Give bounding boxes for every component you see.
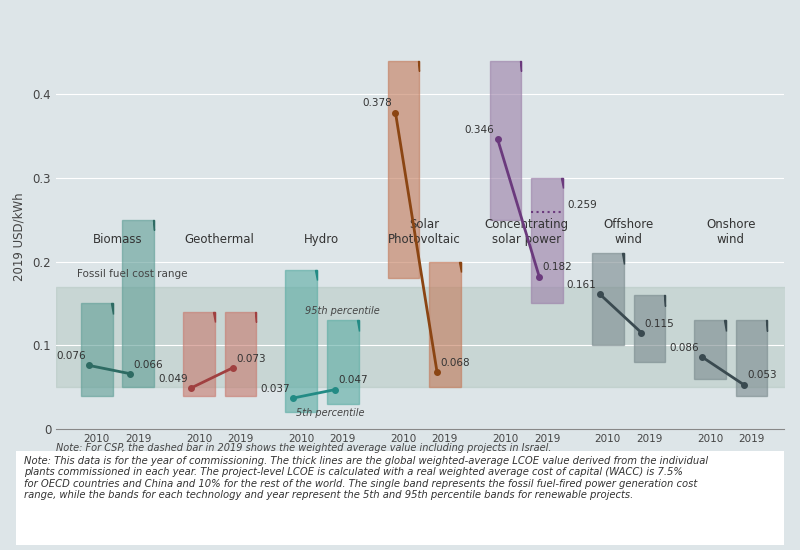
Polygon shape	[724, 320, 726, 331]
Bar	[286, 270, 317, 412]
Bar	[183, 312, 214, 395]
Bar	[327, 320, 358, 404]
Bar	[122, 220, 154, 387]
Text: Geothermal: Geothermal	[185, 233, 254, 246]
Polygon shape	[418, 60, 419, 71]
Polygon shape	[315, 270, 317, 280]
Polygon shape	[357, 320, 358, 331]
Text: 0.346: 0.346	[465, 125, 494, 135]
Polygon shape	[111, 304, 113, 314]
Text: 0.182: 0.182	[542, 262, 572, 272]
Text: 0.086: 0.086	[669, 343, 699, 353]
Text: Hydro: Hydro	[304, 233, 339, 246]
Text: 0.053: 0.053	[747, 371, 777, 381]
Bar	[81, 304, 113, 395]
Bar	[490, 60, 522, 220]
Text: 0.047: 0.047	[338, 376, 368, 386]
Text: 95th percentile: 95th percentile	[306, 306, 380, 316]
Text: 0.259: 0.259	[567, 200, 597, 210]
Text: Concentrating
solar power: Concentrating solar power	[484, 218, 569, 246]
Text: 0.073: 0.073	[236, 354, 266, 364]
Bar	[592, 253, 624, 345]
Text: Onshore
wind: Onshore wind	[706, 218, 755, 246]
Text: Offshore
wind: Offshore wind	[603, 218, 654, 246]
Text: 0.037: 0.037	[260, 384, 290, 394]
Polygon shape	[153, 220, 154, 230]
Polygon shape	[255, 312, 256, 322]
Polygon shape	[520, 60, 522, 71]
Text: Note: For CSP, the dashed bar in 2019 shows the weighted average value including: Note: For CSP, the dashed bar in 2019 sh…	[56, 443, 551, 453]
Text: Note: This data is for the year of commissioning. The thick lines are the global: Note: This data is for the year of commi…	[24, 455, 708, 500]
Text: Fossil fuel cost range: Fossil fuel cost range	[77, 269, 187, 279]
Polygon shape	[766, 320, 767, 331]
Text: Biomass: Biomass	[93, 233, 142, 246]
Polygon shape	[622, 253, 624, 263]
Polygon shape	[562, 178, 563, 189]
Text: Solar
Photovoltaic: Solar Photovoltaic	[388, 218, 461, 246]
Bar	[694, 320, 726, 379]
Bar	[736, 320, 767, 395]
Bar	[387, 60, 419, 278]
Bar	[429, 262, 461, 387]
Text: 0.076: 0.076	[56, 351, 86, 361]
Bar	[225, 312, 256, 395]
Y-axis label: 2019 USD/kWh: 2019 USD/kWh	[13, 192, 26, 281]
Bar	[531, 178, 563, 304]
Bar	[634, 295, 665, 362]
Polygon shape	[459, 262, 461, 272]
Text: 0.378: 0.378	[362, 98, 392, 108]
Text: 0.066: 0.066	[134, 360, 163, 370]
Text: 0.161: 0.161	[567, 280, 597, 290]
Text: 0.115: 0.115	[645, 318, 674, 328]
Text: 0.068: 0.068	[440, 358, 470, 368]
Text: 0.049: 0.049	[158, 374, 188, 384]
Text: 5th percentile: 5th percentile	[296, 408, 364, 418]
Polygon shape	[664, 295, 665, 306]
